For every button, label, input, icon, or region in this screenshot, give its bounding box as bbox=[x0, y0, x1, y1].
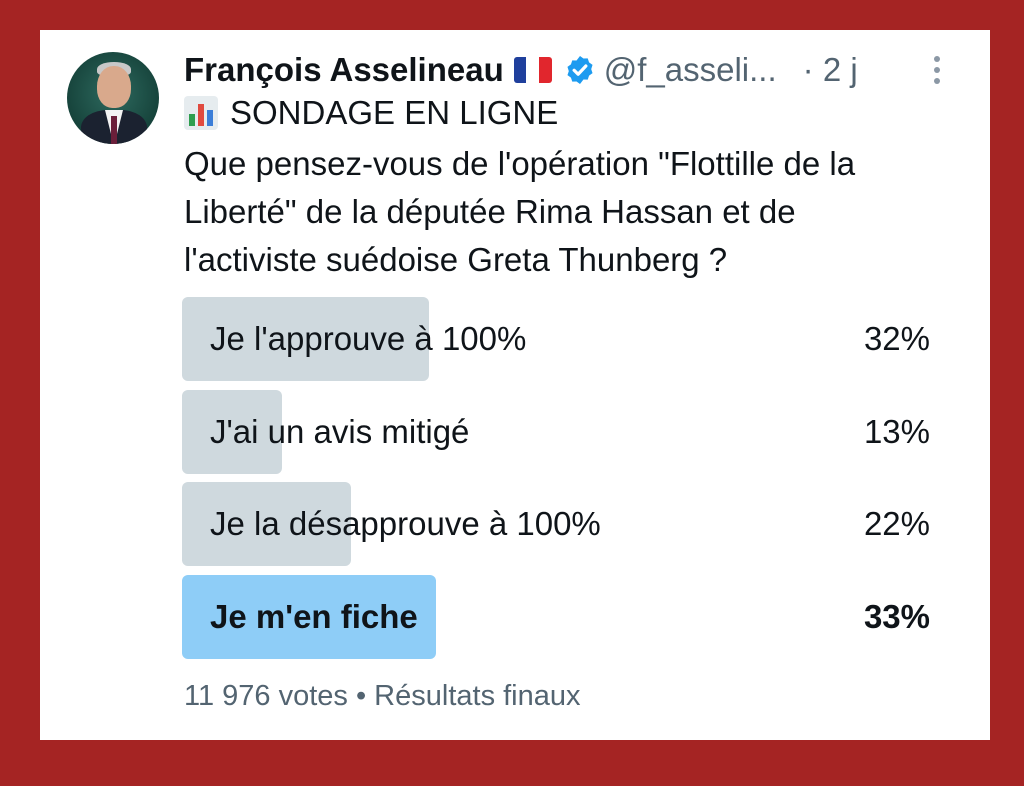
france-flag-icon bbox=[513, 57, 552, 83]
bar-chart-icon bbox=[184, 96, 218, 130]
poll-option-percent: 33% bbox=[863, 598, 930, 635]
poll-option-label: J'ai un avis mitigé bbox=[210, 413, 470, 450]
poll-option[interactable]: Je la désapprouve à 100% 22% bbox=[182, 482, 930, 566]
poll-option-bar bbox=[182, 482, 351, 566]
poll-option-bar bbox=[182, 575, 436, 659]
tweet-title-line: SONDAGE EN LIGNE bbox=[184, 94, 558, 132]
author-name[interactable]: François Asselineau bbox=[184, 51, 504, 88]
tweet-header: François Asselineau @f_asseli... · 2 j bbox=[184, 48, 974, 92]
avatar[interactable] bbox=[67, 52, 159, 144]
poll-question: Que pensez-vous de l'opération "Flottill… bbox=[184, 145, 856, 278]
poll-option-winner[interactable]: Je m'en fiche 33% bbox=[182, 575, 930, 659]
avatar-tie bbox=[111, 116, 117, 144]
poll-option[interactable]: Je l'approuve à 100% 32% bbox=[182, 297, 930, 381]
poll-option[interactable]: J'ai un avis mitigé 13% bbox=[182, 390, 930, 474]
poll-option-percent: 32% bbox=[863, 320, 930, 357]
poll-footer: 11 976 votes • Résultats finaux bbox=[184, 680, 581, 712]
poll-option-label: Je la désapprouve à 100% bbox=[210, 505, 601, 542]
poll-option-bar bbox=[182, 297, 429, 381]
author-handle[interactable]: @f_asseli... bbox=[603, 51, 777, 88]
poll-option-label: Je l'approuve à 100% bbox=[210, 320, 527, 357]
poll-option-bar bbox=[182, 390, 282, 474]
verified-badge-icon bbox=[567, 56, 593, 84]
poll-option-label: Je m'en fiche bbox=[210, 598, 418, 635]
timestamp[interactable]: · 2 j bbox=[802, 51, 858, 88]
more-options-icon[interactable] bbox=[934, 56, 940, 84]
tweet-card: François Asselineau @f_asseli... · 2 j S… bbox=[40, 30, 990, 740]
poll-option-percent: 22% bbox=[863, 505, 930, 542]
tweet-title: SONDAGE EN LIGNE bbox=[230, 94, 559, 131]
poll-option-percent: 13% bbox=[863, 413, 930, 450]
avatar-face bbox=[97, 66, 131, 108]
